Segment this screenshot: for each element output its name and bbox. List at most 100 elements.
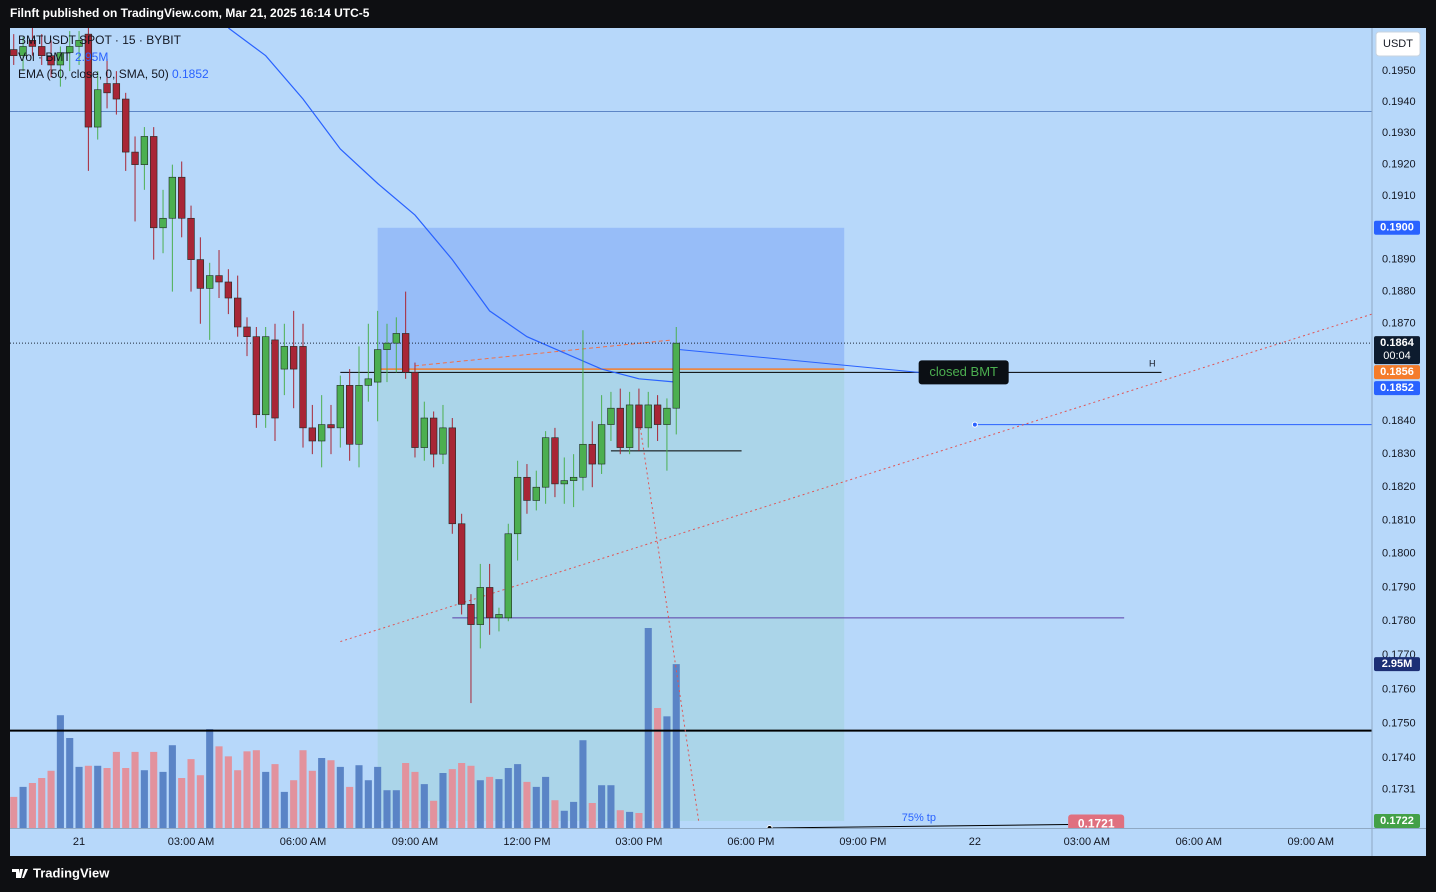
volume-bar bbox=[94, 765, 102, 828]
volume-bar bbox=[308, 770, 316, 828]
currency-button-label[interactable]: USDT bbox=[1383, 38, 1413, 50]
volume-bar bbox=[327, 760, 335, 828]
candle-body bbox=[66, 46, 74, 53]
line-price-tag-label: 0.1721 bbox=[1078, 817, 1115, 831]
x-tick-label: 03:00 AM bbox=[168, 836, 214, 848]
volume-bar bbox=[103, 768, 111, 828]
candle-body bbox=[262, 336, 270, 416]
volume-legend-value: 2.95M bbox=[75, 50, 108, 64]
trend-line bbox=[340, 313, 1372, 643]
candle-body bbox=[532, 486, 540, 501]
volume-bar bbox=[178, 778, 186, 828]
volume-bar bbox=[588, 803, 596, 828]
candle-body bbox=[56, 52, 65, 66]
volume-bar bbox=[551, 800, 559, 828]
volume-bar bbox=[579, 740, 587, 828]
candle-body bbox=[672, 342, 680, 409]
volume-bar bbox=[206, 729, 214, 828]
volume-bar bbox=[38, 778, 46, 828]
candle-body bbox=[495, 614, 503, 619]
candle-body bbox=[271, 339, 279, 419]
candle-body bbox=[485, 587, 494, 619]
y-tick-label: 0.1870 bbox=[1382, 318, 1416, 330]
volume-bar bbox=[299, 750, 307, 828]
publisher-line: Filnft published on TradingView.com, Mar… bbox=[10, 6, 370, 20]
candle-body bbox=[653, 404, 662, 425]
y-tick-label: 0.1890 bbox=[1382, 254, 1416, 266]
candle-body bbox=[523, 476, 531, 501]
volume-bar bbox=[495, 779, 503, 828]
y-tick-label: 0.1910 bbox=[1382, 190, 1416, 202]
volume-bar bbox=[187, 759, 195, 828]
candle-body bbox=[411, 372, 419, 448]
candle-body bbox=[196, 259, 205, 289]
candle-body bbox=[215, 275, 223, 283]
x-tick-label: 06:00 AM bbox=[1176, 836, 1222, 848]
volume-bar bbox=[635, 813, 643, 828]
volume-bar bbox=[28, 783, 36, 828]
x-tick-label: 09:00 AM bbox=[1288, 836, 1334, 848]
candle-body bbox=[10, 49, 18, 56]
axes: 0.1950 0.1940 0.1930 0.1920 0.1910 0.1900 0.18… bbox=[73, 65, 1420, 848]
countdown-label: 00:04 bbox=[1383, 350, 1411, 362]
stop-tag bbox=[1374, 813, 1420, 828]
candle-body bbox=[234, 297, 242, 328]
volume-bar bbox=[346, 786, 354, 828]
x-tick-label: 09:00 PM bbox=[839, 836, 886, 848]
currency-button[interactable]: USDT bbox=[1375, 31, 1421, 57]
line-price-tag bbox=[1068, 814, 1125, 828]
volume-bar bbox=[84, 765, 92, 828]
candle-body bbox=[569, 476, 578, 481]
ema-legend-value: 0.1852 bbox=[172, 67, 209, 81]
currency-button-bg[interactable] bbox=[1375, 31, 1421, 57]
line-anchor bbox=[971, 421, 978, 428]
candle-body bbox=[94, 89, 102, 128]
brand-logo: TradingView bbox=[12, 865, 110, 880]
volume-bar bbox=[542, 776, 550, 828]
volume-bar bbox=[644, 628, 652, 828]
x-tick-label: 03:00 PM bbox=[615, 836, 662, 848]
callout-text: closed BMT bbox=[929, 364, 998, 379]
candle-body bbox=[541, 437, 550, 488]
candle-body bbox=[644, 404, 652, 429]
x-tick-label: 09:00 AM bbox=[392, 836, 438, 848]
last-price-tag-label: 0.1864 bbox=[1380, 337, 1415, 349]
candle-body bbox=[401, 333, 410, 373]
volume-bar bbox=[280, 791, 288, 828]
ema-tag-label: 0.1852 bbox=[1380, 382, 1414, 394]
candle-body bbox=[243, 326, 251, 337]
volume-bar bbox=[560, 810, 568, 828]
volume-tag-label: 2.95M bbox=[1382, 658, 1413, 670]
candle-body bbox=[476, 587, 484, 625]
y-tick-label: 0.1950 bbox=[1382, 65, 1416, 77]
target-tag-label: 0.1900 bbox=[1380, 222, 1414, 234]
volume-bar bbox=[532, 786, 540, 828]
volume-bar bbox=[224, 756, 232, 828]
candle-body bbox=[122, 98, 130, 153]
y-tick-label: 0.1760 bbox=[1382, 683, 1416, 695]
volume-bar bbox=[420, 784, 428, 828]
legend: BMTUSDT SPOT · 15 · BYBIT Vol · BMT 2.95M E… bbox=[18, 33, 209, 81]
volume-bar bbox=[663, 716, 671, 828]
volume-bar bbox=[448, 769, 456, 828]
volume-bar bbox=[234, 770, 242, 828]
volume-bar bbox=[355, 765, 363, 828]
callout-box bbox=[918, 360, 1009, 385]
line-anchor bbox=[766, 825, 773, 828]
x-tick-label: 03:00 AM bbox=[1064, 836, 1110, 848]
volume-bar bbox=[150, 751, 158, 828]
trend-line bbox=[769, 823, 1069, 828]
volume-bar bbox=[56, 715, 64, 828]
volume-bar bbox=[672, 664, 680, 828]
volume-bar bbox=[458, 763, 466, 828]
position-target-zone bbox=[377, 227, 845, 370]
candle-body bbox=[131, 151, 139, 165]
volume-bar bbox=[140, 770, 148, 828]
volume-bar bbox=[159, 771, 167, 828]
candle-body bbox=[327, 424, 335, 429]
volume-bar bbox=[504, 768, 512, 828]
y-tick-label: 0.1750 bbox=[1382, 718, 1416, 730]
candle-body bbox=[178, 176, 186, 219]
candle-body bbox=[168, 176, 177, 219]
volume-bar bbox=[486, 776, 494, 828]
